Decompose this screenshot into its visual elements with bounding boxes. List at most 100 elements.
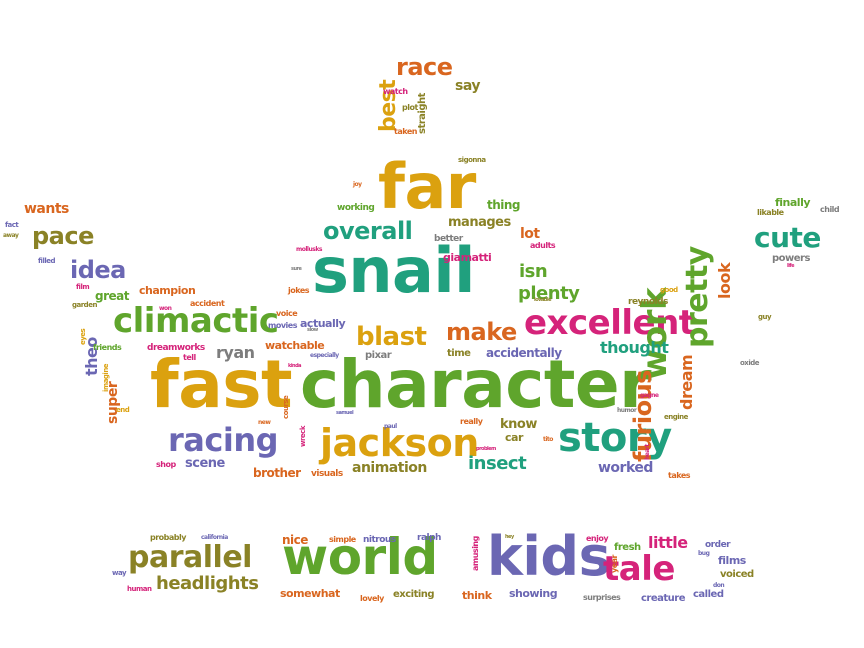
word-mollusks: mollusks [296, 246, 322, 253]
word-movies: movies [268, 321, 297, 330]
word-joy: joy [353, 181, 362, 188]
word-fresh: fresh [614, 542, 641, 553]
word-snail: snail [312, 234, 475, 307]
word-film: film [76, 283, 90, 291]
word-nitrous: nitrous [363, 535, 396, 545]
word-amusing: amusing [471, 536, 480, 571]
word-california: california [201, 534, 228, 541]
word-kinda: kinda [288, 363, 302, 369]
word-great: great [95, 289, 129, 303]
word-lovely: lovely [360, 594, 384, 603]
word-good: good [660, 286, 678, 294]
word-oxide: oxide [740, 359, 759, 367]
word-taken: taken [394, 127, 417, 136]
word-dreamworks: dreamworks [147, 343, 205, 353]
word-problem: problem [476, 446, 496, 452]
word-animation: animation [352, 460, 427, 476]
word-time: time [447, 348, 471, 359]
word-idea: idea [70, 256, 126, 284]
word-race: race [396, 53, 453, 81]
word-car: car [505, 431, 523, 444]
word-working: working [337, 203, 375, 213]
word-adults: adults [530, 241, 556, 250]
word-fact: fact [5, 221, 19, 229]
word-parallel: parallel [128, 540, 252, 575]
word-plenty: plenty [518, 283, 580, 304]
word-hey: hey [505, 534, 514, 540]
word-jackson: jackson [320, 421, 479, 465]
word-new: new [258, 419, 271, 426]
word-isn: isn [519, 261, 548, 282]
word-voiced: voiced [720, 569, 754, 580]
word-say: say [455, 78, 480, 94]
word-nice: nice [282, 533, 308, 547]
word-called: called [693, 589, 724, 600]
word-showing: showing [509, 587, 558, 600]
word-won: won [159, 305, 172, 312]
word-blast: blast [356, 322, 427, 352]
word-story: story [558, 415, 672, 461]
word-wreck: wreck [299, 426, 307, 447]
word-shop: shop [156, 460, 176, 469]
word-brother: brother [253, 466, 301, 480]
word-pretty: pretty [680, 246, 715, 348]
word-creature: creature [641, 593, 686, 604]
word-make: make [446, 318, 517, 346]
word-way: way [112, 569, 127, 577]
word-scene: scene [185, 456, 225, 471]
word-life: life [787, 263, 795, 269]
word-don: don [713, 582, 725, 589]
word-overall: overall [323, 217, 413, 245]
word-sigonna: sigonna [458, 156, 486, 164]
word-climactic: climactic [113, 301, 279, 341]
word-kids: kids [487, 525, 611, 588]
word-pace: pace [32, 222, 94, 250]
word-actually: actually [300, 317, 346, 330]
word-slow: slow [307, 327, 318, 333]
word-enjoy: enjoy [586, 534, 609, 543]
word-simple: simple [329, 535, 356, 544]
word-filled: filled [38, 257, 56, 265]
word-champion: champion [139, 284, 196, 297]
word-end: end [116, 406, 130, 414]
word-powers: powers [772, 253, 810, 264]
word-dream: dream [677, 354, 696, 410]
word-accident: accident [190, 299, 225, 308]
word-wants: wants [24, 201, 69, 217]
word-ralph: ralph [417, 533, 441, 543]
word-manages: manages [448, 215, 511, 230]
word-worked: worked [598, 460, 653, 476]
word-voice: voice [276, 309, 298, 318]
word-year: year [610, 555, 619, 573]
word-engine: engine [664, 413, 688, 421]
word-furious: furious [629, 370, 657, 462]
word-headlights: headlights [156, 573, 259, 594]
word-tale: tale [603, 549, 675, 589]
word-child: child [820, 205, 840, 214]
word-insect: insect [468, 453, 527, 474]
word-think: think [462, 589, 492, 602]
word-jokes: jokes [288, 286, 310, 295]
word-character: character [300, 346, 652, 423]
word-humor: humor [617, 407, 637, 414]
word-films: films [718, 554, 746, 567]
word-thought: thought [600, 338, 669, 357]
word-human: human [127, 585, 152, 593]
word-especially: especially [310, 352, 339, 359]
word-tell: tell [183, 353, 196, 362]
word-visuals: visuals [311, 469, 343, 479]
word-far: far [378, 150, 476, 223]
word-cute: cute [754, 221, 821, 254]
word-order: order [705, 540, 731, 550]
word-pixar: pixar [365, 350, 392, 361]
word-lot: lot [520, 226, 540, 242]
word-tito: tito [543, 436, 553, 443]
word-probably: probably [150, 533, 186, 542]
word-garden: garden [72, 301, 97, 309]
word-paul: paul [384, 423, 397, 430]
word-somewhat: somewhat [280, 587, 340, 600]
word-samuel: samuel [336, 410, 354, 416]
word-gagne: gagne [640, 392, 659, 399]
word-takes: takes [668, 471, 691, 480]
